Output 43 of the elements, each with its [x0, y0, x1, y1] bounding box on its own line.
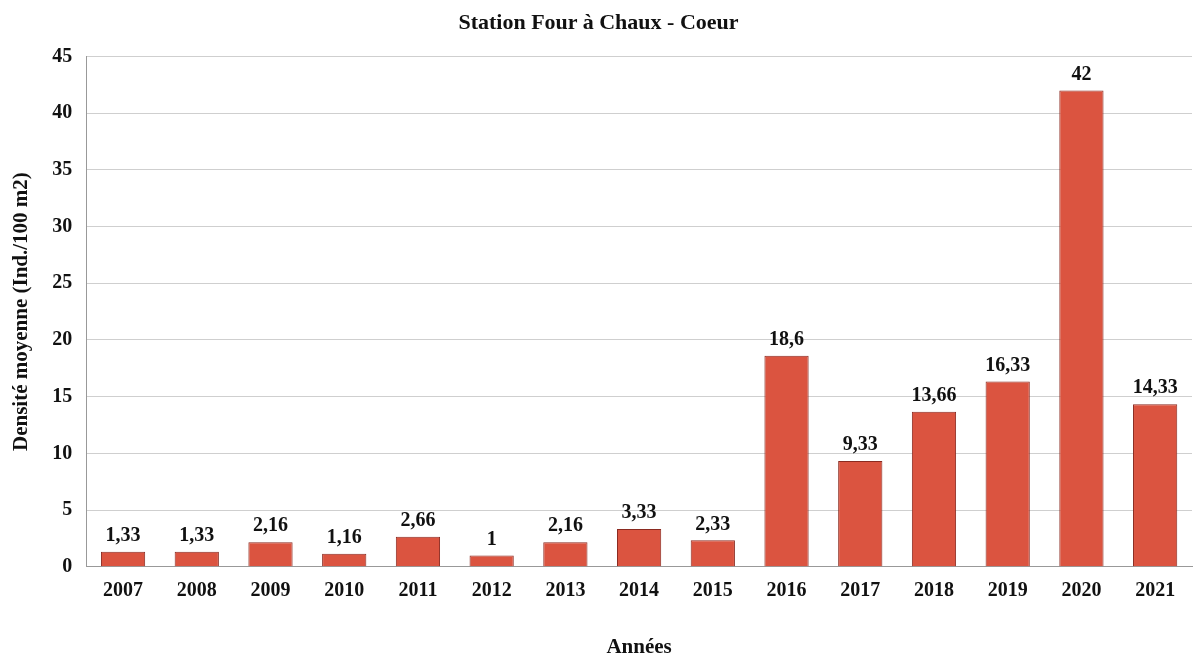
x-tick-label: 2019: [987, 577, 1028, 600]
x-tick-label: 2012: [471, 577, 512, 600]
y-tick-label: 10: [52, 440, 73, 463]
data-label: 1: [486, 526, 497, 549]
x-tick-label: 2015: [692, 577, 733, 600]
x-tick-label: 2011: [398, 577, 438, 600]
x-tick-label: 2013: [545, 577, 586, 600]
x-tick-label: 2008: [176, 577, 217, 600]
x-tick-label: 2016: [766, 577, 807, 600]
data-label: 14,33: [1132, 375, 1178, 398]
data-label: 18,6: [769, 327, 805, 350]
x-tick-label: 2017: [840, 577, 881, 600]
data-label: 2,16: [547, 513, 583, 536]
y-axis-title: Densité moyenne (Ind./100 m2): [8, 172, 33, 452]
y-tick-label: 30: [52, 213, 73, 236]
x-tick-label: 2020: [1061, 577, 1102, 600]
data-label: 42: [1071, 61, 1092, 84]
x-tick-label: 2014: [619, 577, 660, 600]
y-tick-label: 45: [52, 43, 73, 66]
x-tick-label: 2021: [1135, 577, 1176, 600]
data-label: 2,66: [400, 507, 436, 530]
y-tick-label: 40: [52, 100, 73, 123]
data-label: 9,33: [842, 432, 878, 455]
y-tick-label: 20: [52, 327, 73, 350]
data-label: 1,33: [105, 522, 141, 545]
data-label: 3,33: [621, 500, 657, 523]
data-label: 16,33: [985, 352, 1031, 375]
data-label: 1,33: [179, 522, 215, 545]
chart-title: Station Four à Chaux - Coeur: [458, 8, 739, 34]
y-tick-label: 15: [52, 383, 73, 406]
y-tick-label: 5: [62, 497, 73, 520]
y-tick-label: 35: [52, 156, 73, 179]
x-tick-label: 2018: [913, 577, 954, 600]
data-label: 2,33: [695, 511, 731, 534]
x-tick-label: 2009: [250, 577, 291, 600]
data-label: 1,16: [326, 524, 362, 547]
y-tick-label: 0: [62, 553, 73, 576]
y-tick-label: 25: [52, 270, 73, 293]
x-axis-title: Années: [606, 633, 672, 658]
data-label: 2,16: [253, 513, 288, 536]
data-label: 13,66: [911, 383, 957, 406]
x-tick-label: 2010: [324, 577, 365, 600]
x-tick-label: 2007: [103, 577, 144, 600]
